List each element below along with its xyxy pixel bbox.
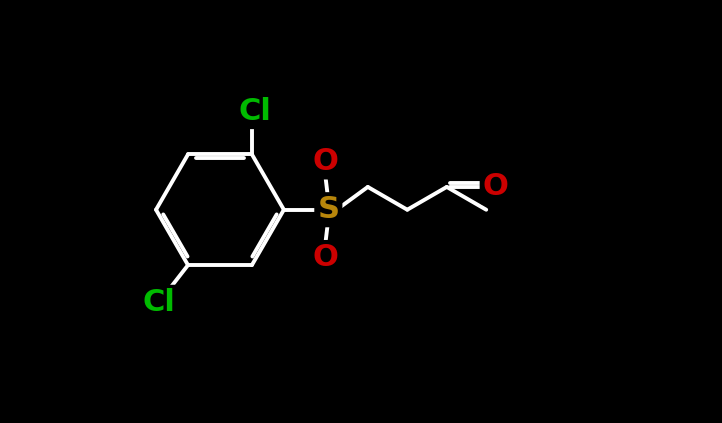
Text: O: O bbox=[313, 148, 339, 176]
Text: S: S bbox=[318, 195, 339, 224]
Text: O: O bbox=[483, 173, 508, 201]
Text: Cl: Cl bbox=[142, 288, 175, 317]
Text: Cl: Cl bbox=[238, 97, 271, 126]
Text: O: O bbox=[313, 243, 339, 272]
